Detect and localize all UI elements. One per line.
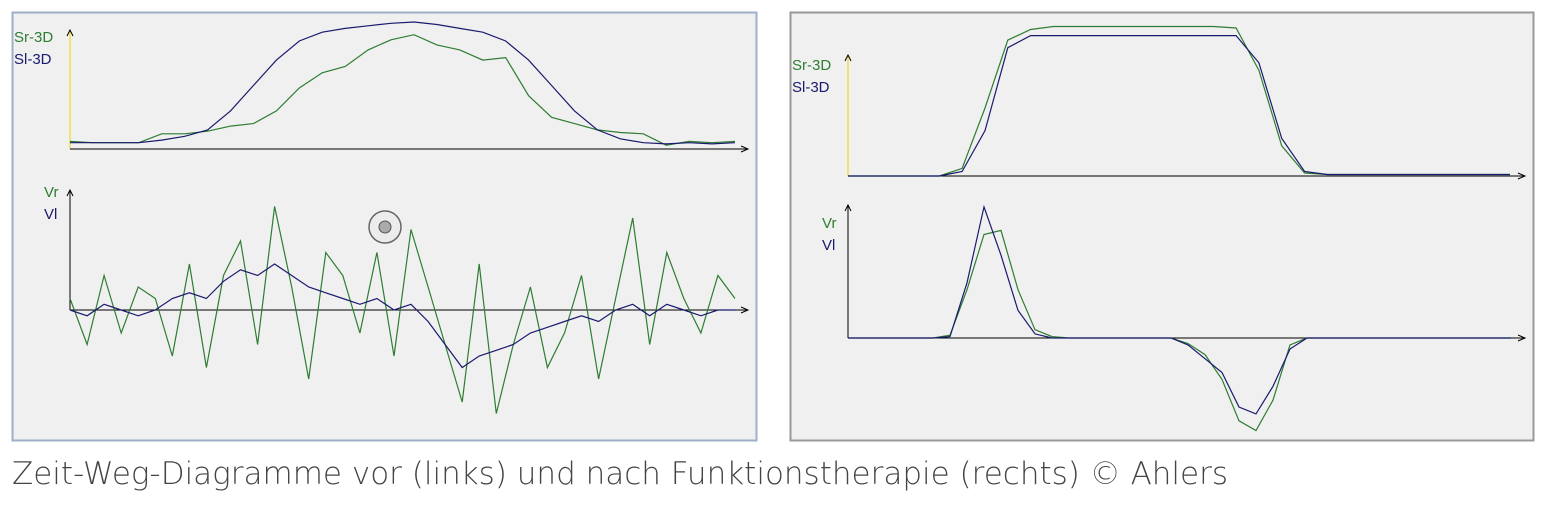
y-axis-arrow xyxy=(844,53,852,62)
trace xyxy=(69,206,736,414)
right-panel xyxy=(789,11,1535,442)
legend-label: Vr xyxy=(44,184,58,201)
y-axis-arrow xyxy=(844,203,852,212)
trace xyxy=(848,34,1510,177)
caption: Zeit-Weg-Diagramme vor (links) und nach … xyxy=(12,456,1228,492)
legend-label: Sr-3D xyxy=(792,57,831,74)
x-axis-arrow xyxy=(740,306,750,314)
legend-label: Vl xyxy=(822,237,835,254)
legend-label: Vr xyxy=(822,215,836,232)
legend-label: Sl-3D xyxy=(792,79,830,96)
legend-label: Sl-3D xyxy=(14,51,52,68)
legend-label: Sr-3D xyxy=(14,29,53,46)
trace xyxy=(69,34,736,146)
x-axis-arrow xyxy=(1517,334,1527,342)
trace xyxy=(69,263,735,369)
y-axis-arrow xyxy=(66,188,74,197)
trace xyxy=(70,21,736,145)
x-axis-arrow xyxy=(740,145,750,153)
y-axis-arrow xyxy=(66,28,74,37)
x-axis-arrow xyxy=(1517,172,1527,180)
legend-label: Vl xyxy=(44,206,57,223)
trace xyxy=(848,204,1511,415)
cursor-icon-dot xyxy=(378,220,392,234)
